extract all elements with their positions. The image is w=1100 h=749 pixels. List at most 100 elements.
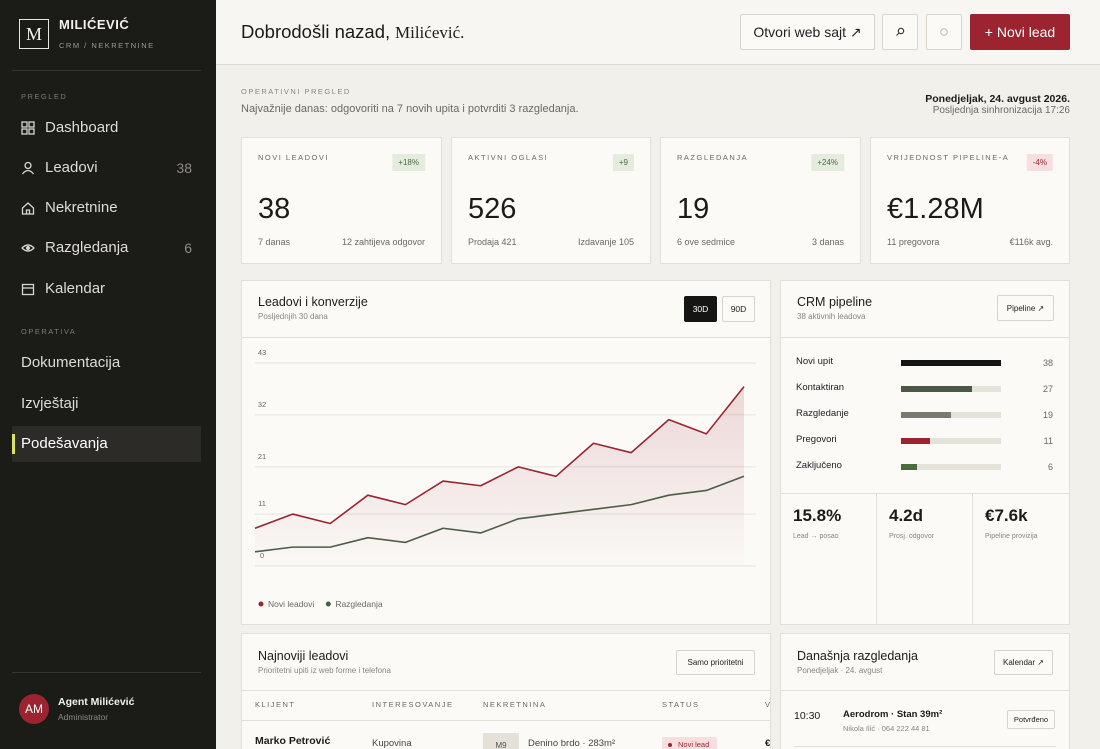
icon-part xyxy=(26,246,30,250)
viewings-title: Današnja razgledanja xyxy=(797,648,918,663)
stage-bar xyxy=(901,412,951,418)
icon-part xyxy=(21,128,28,135)
stage-bar xyxy=(901,464,917,470)
kpi-footnote: Prodaja 421 xyxy=(468,236,517,247)
stage-name: Zaključeno xyxy=(796,460,842,472)
y-tick-label: 43 xyxy=(258,348,266,357)
website-button[interactable]: Otvori web sajt ↗ xyxy=(740,14,875,50)
table-header: STATUS xyxy=(662,699,700,709)
overview-label: OPERATIVNI PREGLED xyxy=(241,86,351,96)
stat-divider xyxy=(876,493,877,624)
pipeline-button[interactable]: Pipeline ↗ xyxy=(997,295,1054,321)
kpi-label: AKTIVNI OGLASI xyxy=(468,152,549,162)
leads-title: Najnoviji leadovi xyxy=(258,648,349,663)
nav-icon xyxy=(21,121,35,135)
nav-section-title: OPERATIVA xyxy=(21,326,77,336)
greeting-name: Milićević. xyxy=(395,23,465,43)
nav-label: Izvještaji xyxy=(21,395,79,413)
nav-active-indicator xyxy=(12,434,15,454)
stat-label: Lead → posao xyxy=(793,532,839,540)
stat-label: Prosj. odgovor xyxy=(889,532,935,540)
nav-label: Razgledanja xyxy=(45,239,129,257)
nav-label: Kalendar xyxy=(45,280,106,298)
kpi-change: +24% xyxy=(811,154,844,172)
icon-part xyxy=(28,128,35,135)
stat-label: Pipeline provizija xyxy=(985,532,1038,540)
series-line xyxy=(254,386,745,529)
notification-button[interactable] xyxy=(926,14,962,50)
nav-item[interactable] xyxy=(12,271,201,307)
nav-label: Dokumentacija xyxy=(21,354,121,372)
nav-count: 6 xyxy=(184,239,192,256)
stage-bar xyxy=(901,438,930,444)
table-header: INTERESOVANJE xyxy=(372,699,454,709)
stage-count: 6 xyxy=(1047,461,1053,472)
sidebar-divider xyxy=(12,70,201,71)
kpi-value: 19 xyxy=(677,193,710,226)
notification-icon xyxy=(940,28,948,36)
lead-status: Novi lead xyxy=(662,737,717,749)
nav-label: Leadovi xyxy=(45,159,98,177)
pipeline-stats-divider xyxy=(781,493,1069,494)
nav-label: Podešavanja xyxy=(21,435,108,453)
pipeline-divider xyxy=(781,337,1069,338)
legend-swatch xyxy=(325,601,331,607)
stat-value: 15.8% xyxy=(793,506,842,526)
lead-interest: Kupovina xyxy=(372,738,412,749)
stage-name: Razgledanje xyxy=(796,408,849,420)
sidebar-bottom-divider xyxy=(12,672,201,673)
lead-thumb: M9 xyxy=(483,733,519,749)
kpi-footnote: €116k avg. xyxy=(1009,236,1053,247)
table-header: KLIJENT xyxy=(255,699,296,709)
kpi-value: 526 xyxy=(468,193,517,226)
kpi-footnote: 11 pregovora xyxy=(887,236,940,247)
viewing-time: 10:30 xyxy=(794,709,821,722)
lead-client: Marko Petrović xyxy=(255,734,331,747)
range-toggle[interactable]: 30D xyxy=(684,296,717,322)
nav-icon xyxy=(21,244,35,252)
viewings-divider xyxy=(781,690,1069,691)
calendar-button[interactable]: Kalendar ↗ xyxy=(994,650,1053,675)
user-role: Administrator xyxy=(58,712,109,723)
range-toggle[interactable]: 90D xyxy=(722,296,755,322)
stage-bar xyxy=(901,386,973,392)
stage-name: Novi upit xyxy=(796,356,833,368)
kpi-label: RAZGLEDANJA xyxy=(677,152,749,162)
new-lead-button[interactable]: + Novi lead xyxy=(970,14,1070,50)
status-dot xyxy=(668,743,672,747)
legend-label: Razgledanja xyxy=(335,599,383,609)
chart-divider xyxy=(242,337,770,338)
search-button[interactable] xyxy=(882,14,918,50)
lead-status-text: Novi lead xyxy=(678,739,710,749)
leads-filter-button[interactable]: Samo prioritetni xyxy=(676,650,755,675)
overview-sync: Posljednja sinhronizacija 17:26 xyxy=(932,105,1070,117)
viewing-title: Aerodrom · Stan 39m² xyxy=(843,709,943,721)
icon-part xyxy=(21,283,35,296)
nav-icon xyxy=(21,202,35,215)
chart-subtitle: Posljednjih 30 dana xyxy=(258,312,328,322)
nav-count: 38 xyxy=(176,159,192,176)
stage-track xyxy=(901,464,1001,470)
icon-part xyxy=(24,161,32,170)
nav-section-title: PREGLED xyxy=(21,91,68,101)
pipeline-title: CRM pipeline xyxy=(797,294,873,309)
stage-name: Kontaktiran xyxy=(796,382,845,394)
viewing-meta: Nikola Ilić · 064 222 44 81 xyxy=(843,723,930,733)
viewing-status[interactable]: Potvrđeno xyxy=(1007,710,1055,729)
nav-item[interactable] xyxy=(12,150,201,186)
logo: M xyxy=(19,19,49,49)
stage-count: 11 xyxy=(1043,435,1053,446)
icon-part xyxy=(21,121,28,128)
icon-part xyxy=(21,169,35,175)
icon-part xyxy=(21,202,35,215)
kpi-footnote: 6 ove sedmice xyxy=(677,236,736,247)
nav-active-bg xyxy=(12,426,201,462)
chart-title: Leadovi i konverzije xyxy=(258,294,368,309)
overview-summary: Najvažnije danas: odgovoriti na 7 novih … xyxy=(241,102,579,115)
legend-label: Novi leadovi xyxy=(268,599,314,609)
pipeline-card xyxy=(780,280,1070,625)
stage-count: 27 xyxy=(1042,383,1053,394)
kpi-change: +18% xyxy=(392,154,425,172)
stage-track xyxy=(901,438,1001,444)
